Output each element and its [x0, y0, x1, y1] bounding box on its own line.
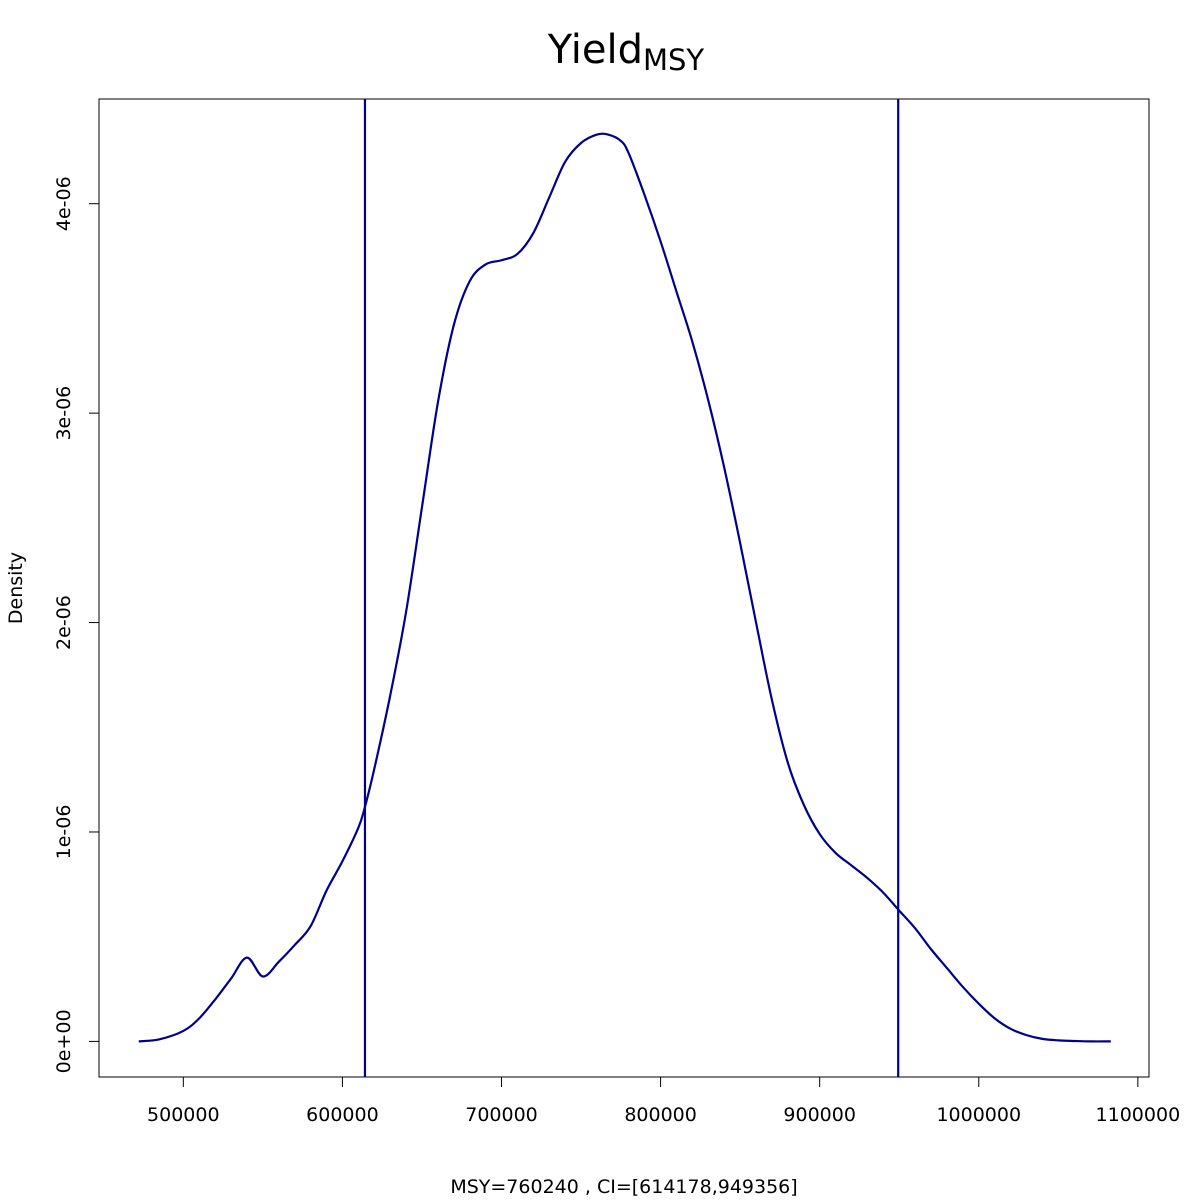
y-tick-label: 0e+00 — [53, 1009, 75, 1073]
chart-title-subscript: MSY — [643, 43, 704, 77]
y-tick-label: 4e-06 — [53, 176, 75, 231]
x-tick-label: 1100000 — [1096, 1104, 1181, 1126]
x-axis-label: MSY=760240 , CI=[614178,949356] — [450, 1176, 797, 1198]
y-tick-label: 3e-06 — [53, 386, 75, 441]
x-tick-label: 1000000 — [936, 1104, 1021, 1126]
y-axis-label: Density — [5, 552, 27, 624]
plot-frame — [98, 98, 1150, 1078]
plot-area — [138, 99, 1111, 1077]
y-tick-label: 1e-06 — [53, 805, 75, 860]
x-tick-label: 800000 — [624, 1104, 697, 1126]
x-tick-label: 700000 — [465, 1104, 538, 1126]
x-tick-label: 900000 — [783, 1104, 856, 1126]
density-curve — [138, 132, 1111, 1043]
y-tick-label: 2e-06 — [53, 595, 75, 650]
x-tick-label: 600000 — [306, 1104, 379, 1126]
x-axis: 500000 600000 700000 800000 900000 1000000 110… — [147, 1077, 1180, 1126]
chart-title: Yield — [547, 27, 643, 73]
x-tick-label: 500000 — [147, 1104, 220, 1126]
y-axis: 0e+00 1e-06 2e-06 3e-06 4e-06 — [53, 176, 99, 1073]
